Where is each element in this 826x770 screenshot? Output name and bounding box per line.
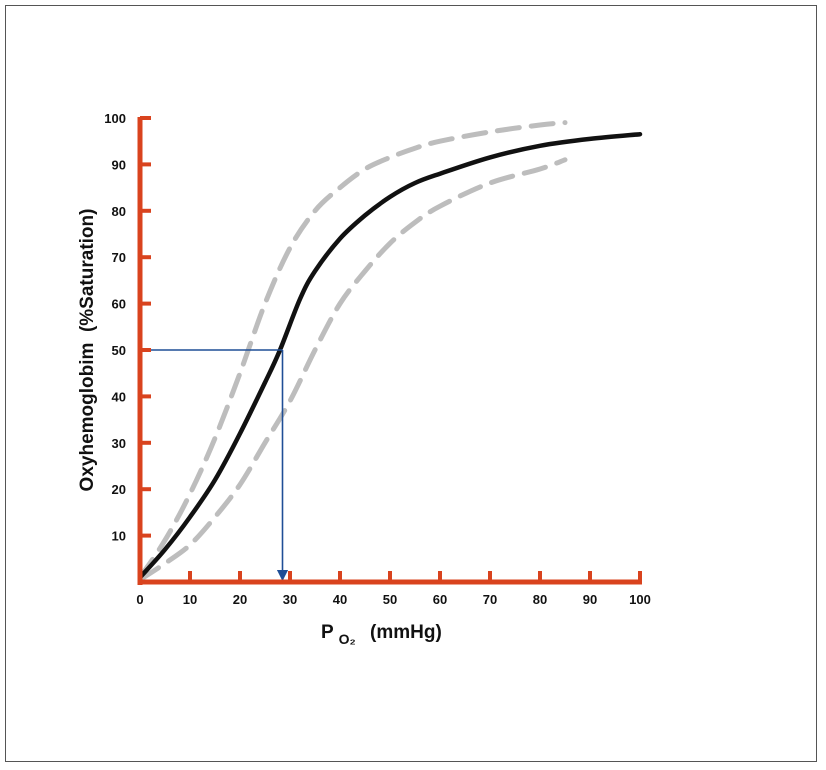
y-tick-label-10: 10 — [112, 529, 126, 544]
x-tick-label-90: 90 — [583, 592, 597, 607]
y-tick-label-20: 20 — [112, 482, 126, 497]
x-axis-title-main: P — [321, 622, 334, 643]
y-tick-label-90: 90 — [112, 157, 126, 172]
axes-layer — [137, 116, 642, 585]
y-tick-label-30: 30 — [112, 436, 126, 451]
x-tick-label-40: 40 — [333, 592, 347, 607]
x-tick-label-30: 30 — [283, 592, 297, 607]
p50-annotation — [144, 349, 289, 582]
y-tick-label-70: 70 — [112, 250, 126, 265]
curve-layer — [137, 120, 643, 583]
x-tick-label-50: 50 — [383, 592, 397, 607]
x-tick-label-70: 70 — [483, 592, 497, 607]
x-tick-label-10: 10 — [183, 592, 197, 607]
x-tick-label-0: 0 — [136, 592, 143, 607]
x-tick-label-20: 20 — [233, 592, 247, 607]
y-tick-label-50: 50 — [112, 343, 126, 358]
shifted-curve-1 — [137, 120, 568, 580]
dissociation-curve — [137, 131, 643, 580]
y-tick-label-40: 40 — [112, 389, 126, 404]
x-axis-title: P O₂ (mmHg) — [321, 622, 442, 649]
x-axis-title-unit: (mmHg) — [370, 622, 442, 643]
x-tick-label-80: 80 — [533, 592, 547, 607]
y-tick-label-100: 100 — [104, 111, 126, 126]
shifted-curve-2 — [137, 157, 568, 583]
y-tick-label-60: 60 — [112, 297, 126, 312]
y-axis-title: Oxyhemoglobim (%Saturation) — [77, 209, 98, 492]
tick-labels: 10 20 30 40 50 60 70 80 90 100 0 10 20 30 40 50 60 70 80 90… — [104, 111, 651, 607]
x-tick-label-100: 100 — [629, 592, 651, 607]
x-axis-title-sub: O₂ — [339, 631, 356, 647]
y-tick-label-80: 80 — [112, 204, 126, 219]
x-tick-label-60: 60 — [433, 592, 447, 607]
